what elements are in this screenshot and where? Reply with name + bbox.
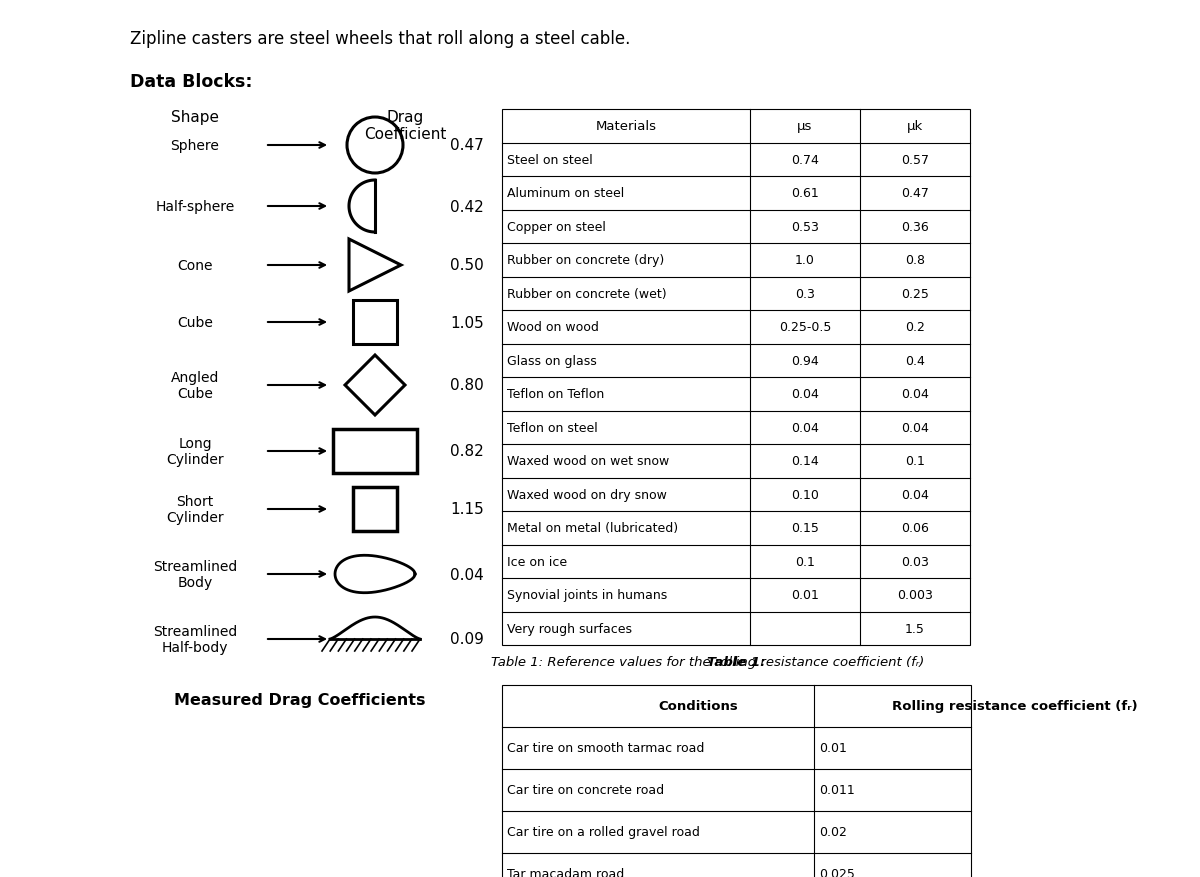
Text: 0.94: 0.94 <box>791 354 818 367</box>
Text: 0.04: 0.04 <box>901 388 929 401</box>
Text: 0.4: 0.4 <box>905 354 925 367</box>
Text: Car tire on a rolled gravel road: Car tire on a rolled gravel road <box>508 825 700 838</box>
Text: 0.04: 0.04 <box>901 421 929 434</box>
Text: Half-sphere: Half-sphere <box>155 200 235 214</box>
Text: 0.80: 0.80 <box>450 378 484 393</box>
Text: Car tire on smooth tarmac road: Car tire on smooth tarmac road <box>508 742 704 754</box>
Text: 0.03: 0.03 <box>901 555 929 568</box>
Text: Shape: Shape <box>172 110 220 125</box>
Text: 1.0: 1.0 <box>796 254 815 267</box>
Bar <box>353 488 397 531</box>
Text: 0.61: 0.61 <box>791 187 818 200</box>
Text: Copper on steel: Copper on steel <box>508 220 606 233</box>
Text: Glass on glass: Glass on glass <box>508 354 596 367</box>
Text: Zipline casters are steel wheels that roll along a steel cable.: Zipline casters are steel wheels that ro… <box>130 30 630 48</box>
Text: 0.06: 0.06 <box>901 522 929 535</box>
Text: Long
Cylinder: Long Cylinder <box>166 437 224 467</box>
Text: Waxed wood on wet snow: Waxed wood on wet snow <box>508 455 670 467</box>
Text: Materials: Materials <box>595 120 656 133</box>
Text: μs: μs <box>797 120 812 133</box>
Text: 0.8: 0.8 <box>905 254 925 267</box>
Text: Measured Drag Coefficients: Measured Drag Coefficients <box>174 692 426 707</box>
Text: 0.10: 0.10 <box>791 488 818 501</box>
Text: 0.2: 0.2 <box>905 321 925 334</box>
Text: 0.74: 0.74 <box>791 153 818 167</box>
Text: Rubber on concrete (wet): Rubber on concrete (wet) <box>508 288 667 301</box>
Text: 0.57: 0.57 <box>901 153 929 167</box>
Text: Conditions: Conditions <box>658 700 738 713</box>
Text: Teflon on steel: Teflon on steel <box>508 421 598 434</box>
Text: μk: μk <box>907 120 923 133</box>
Text: 1.5: 1.5 <box>905 622 925 635</box>
Text: 1.05: 1.05 <box>450 315 484 330</box>
Text: 0.82: 0.82 <box>450 444 484 459</box>
Text: 0.42: 0.42 <box>450 199 484 214</box>
Text: 0.011: 0.011 <box>818 784 854 796</box>
Text: 0.04: 0.04 <box>901 488 929 501</box>
Text: Table 1:: Table 1: <box>707 655 766 668</box>
Text: Streamlined
Body: Streamlined Body <box>152 560 238 589</box>
Text: 0.025: 0.025 <box>818 867 854 877</box>
Text: 1.15: 1.15 <box>450 502 484 517</box>
Text: Teflon on Teflon: Teflon on Teflon <box>508 388 605 401</box>
Text: 0.04: 0.04 <box>791 388 818 401</box>
Text: Streamlined
Half-body: Streamlined Half-body <box>152 624 238 654</box>
Text: Rubber on concrete (dry): Rubber on concrete (dry) <box>508 254 665 267</box>
Text: 0.003: 0.003 <box>898 588 932 602</box>
Text: Tar macadam road: Tar macadam road <box>508 867 624 877</box>
Text: 0.25: 0.25 <box>901 288 929 301</box>
Text: Drag
Coefficient: Drag Coefficient <box>364 110 446 142</box>
Text: Cube: Cube <box>178 316 212 330</box>
Text: 0.47: 0.47 <box>901 187 929 200</box>
Text: 0.36: 0.36 <box>901 220 929 233</box>
Text: 0.53: 0.53 <box>791 220 818 233</box>
Text: Wood on wood: Wood on wood <box>508 321 599 334</box>
Text: Steel on steel: Steel on steel <box>508 153 593 167</box>
Text: Cone: Cone <box>178 259 212 273</box>
Text: Short
Cylinder: Short Cylinder <box>166 495 224 524</box>
Text: 0.14: 0.14 <box>791 455 818 467</box>
Text: 0.1: 0.1 <box>796 555 815 568</box>
Text: Metal on metal (lubricated): Metal on metal (lubricated) <box>508 522 678 535</box>
Text: 0.47: 0.47 <box>450 139 484 153</box>
Text: 0.04: 0.04 <box>450 567 484 581</box>
Text: 0.15: 0.15 <box>791 522 818 535</box>
Bar <box>502 110 970 645</box>
Text: 0.02: 0.02 <box>818 825 847 838</box>
Bar <box>502 685 971 877</box>
Text: 0.04: 0.04 <box>791 421 818 434</box>
Text: 0.1: 0.1 <box>905 455 925 467</box>
Text: Aluminum on steel: Aluminum on steel <box>508 187 624 200</box>
Text: 0.3: 0.3 <box>796 288 815 301</box>
Text: Synovial joints in humans: Synovial joints in humans <box>508 588 667 602</box>
Text: 0.25-0.5: 0.25-0.5 <box>779 321 832 334</box>
Text: Waxed wood on dry snow: Waxed wood on dry snow <box>508 488 667 501</box>
Text: Angled
Cube: Angled Cube <box>170 370 220 401</box>
Bar <box>353 301 397 345</box>
Text: 0.01: 0.01 <box>791 588 818 602</box>
Text: Car tire on concrete road: Car tire on concrete road <box>508 784 664 796</box>
Text: Table 1: Reference values for the rolling resistance coefficient (fᵣ): Table 1: Reference values for the rollin… <box>491 655 925 668</box>
Text: Ice on ice: Ice on ice <box>508 555 568 568</box>
Text: 0.50: 0.50 <box>450 258 484 274</box>
Bar <box>334 430 418 474</box>
Text: Sphere: Sphere <box>170 139 220 153</box>
Text: 0.01: 0.01 <box>818 742 847 754</box>
Text: Rolling resistance coefficient (fᵣ): Rolling resistance coefficient (fᵣ) <box>893 700 1138 713</box>
Text: Data Blocks:: Data Blocks: <box>130 73 252 91</box>
Text: Very rough surfaces: Very rough surfaces <box>508 622 632 635</box>
Text: 0.09: 0.09 <box>450 631 484 646</box>
